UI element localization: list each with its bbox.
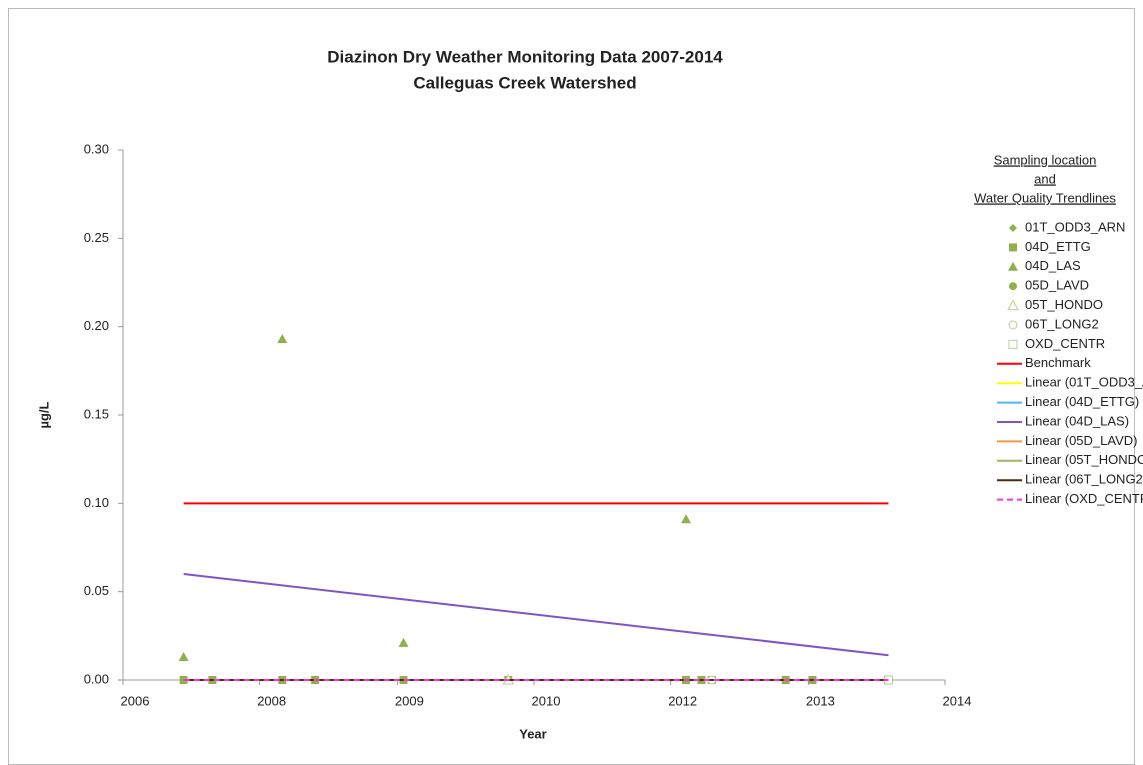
legend-label: Linear (OXD_CENTR) [1025,491,1143,506]
y-axis-title: µg/L [36,401,51,428]
x-tick-label: 2012 [668,693,697,708]
point [277,334,288,344]
legend-title: Water Quality Trendlines [974,190,1116,205]
x-tick-label: 2006 [121,693,150,708]
x-tick-label: 2008 [257,693,286,708]
legend-label: OXD_CENTR [1025,336,1105,351]
legend-label: Linear (05T_HONDO) [1025,452,1143,467]
legend-swatch [1008,339,1018,349]
legend-swatch [1008,320,1018,330]
legend-swatch [1009,282,1017,291]
legend-label: 04D_ETTG [1025,239,1091,254]
legend-label: 04D_LAS [1025,258,1081,273]
chart-subtitle: Calleguas Creek Watershed [413,73,636,92]
legend-label: Linear (04D_ETTG) [1025,394,1139,409]
point [681,514,692,524]
legend-title: and [1034,171,1056,186]
trendline [183,573,889,657]
y-tick-label: 0.30 [84,141,109,156]
x-tick-label: 2013 [806,693,835,708]
chart-title: Diazinon Dry Weather Monitoring Data 200… [327,47,723,66]
legend-label: Linear (06T_LONG2) [1025,472,1143,487]
legend-label: Linear (05D_LAVD) [1025,433,1137,448]
legend-swatch [1009,243,1017,252]
legend-label: 05D_LAVD [1025,278,1089,293]
legend-label: Benchmark [1025,355,1091,370]
point [398,637,409,647]
x-axis-title: Year [519,726,546,741]
y-tick-label: 0.25 [84,230,109,245]
legend-label: Linear (04D_LAS) [1025,413,1129,428]
x-tick-label: 2009 [395,693,424,708]
x-tick-label: 2010 [532,693,561,708]
x-tick-label: 2014 [943,693,972,708]
chart-frame [8,8,1135,765]
y-tick-label: 0.00 [84,671,109,686]
y-tick-label: 0.10 [84,495,109,510]
legend-title: Sampling location [994,152,1097,167]
legend-label: 06T_LONG2 [1025,316,1099,331]
legend-swatch [1008,261,1018,271]
y-tick-label: 0.05 [84,583,109,598]
point [178,652,189,662]
legend-swatch [1009,224,1017,232]
legend-label: 05T_HONDO [1025,297,1103,312]
legend-swatch [1007,299,1019,311]
legend-label: Linear (01T_ODD3_ARN) [1025,375,1143,390]
y-tick-label: 0.15 [84,406,109,421]
legend-label: 01T_ODD3_ARN [1025,219,1125,234]
y-tick-label: 0.20 [84,318,109,333]
